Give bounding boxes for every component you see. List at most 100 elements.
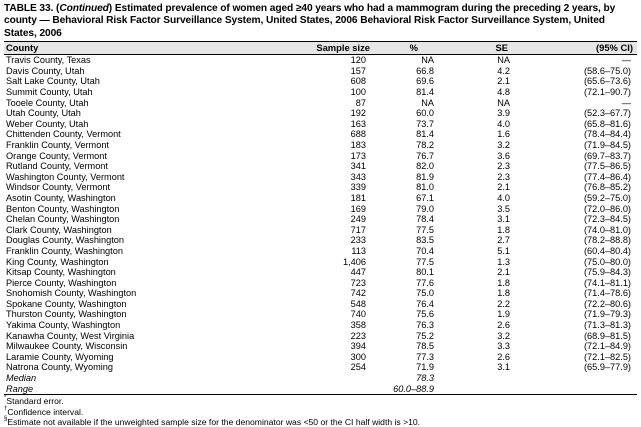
col-header-county: County bbox=[4, 41, 264, 56]
footnote: *Standard error. bbox=[4, 395, 637, 406]
cell-percent: 77.5 bbox=[416, 224, 434, 235]
median-row: Median 78.3 bbox=[4, 373, 637, 384]
cell-percent: 81.4 bbox=[416, 87, 434, 97]
cell-sample-size: 688 bbox=[350, 129, 366, 140]
cell-se: 2.1 bbox=[497, 76, 510, 87]
cell-se: 2.3 bbox=[497, 171, 510, 182]
table-row: King County, Washington 1,406 77.5 1.3 (75.0… bbox=[4, 257, 637, 268]
cell-percent: NA bbox=[421, 97, 434, 108]
cell-percent: 75.6 bbox=[416, 309, 434, 320]
table-row: Weber County, Utah 163 73.7 4.0 (65.8–81.6) bbox=[4, 119, 637, 130]
table-row: Snohomish County, Washington 742 75.0 1.8 (7… bbox=[4, 288, 637, 299]
cell-sample-size: 447 bbox=[350, 267, 366, 278]
table-row: Clark County, Washington 717 77.5 1.8 (74.0–… bbox=[4, 225, 637, 236]
cell-county: Benton County, Washington bbox=[6, 203, 120, 214]
median-row-blank-ci bbox=[524, 373, 637, 384]
col-header-ci: (95% CI) bbox=[524, 41, 637, 56]
cell-percent: 75.0 bbox=[416, 288, 434, 299]
table-row: Orange County, Vermont 173 76.7 3.6 (69.7–83… bbox=[4, 151, 637, 162]
cell-percent: 76.4 bbox=[416, 298, 434, 309]
cell-ci: (65.8–81.6) bbox=[584, 118, 631, 129]
data-table: County Sample size % SE (95% CI) Travis … bbox=[4, 41, 637, 396]
cell-sample-size: 740 bbox=[350, 309, 366, 320]
cell-se: 2.2 bbox=[497, 298, 510, 309]
cell-percent: 75.2 bbox=[416, 330, 434, 341]
cell-county: Douglas County, Washington bbox=[6, 235, 124, 246]
cell-county: King County, Washington bbox=[6, 256, 109, 267]
cell-percent: 77.3 bbox=[416, 351, 434, 362]
cell-ci: (72.3–84.5) bbox=[584, 214, 631, 225]
cell-ci: — bbox=[621, 55, 631, 66]
cell-sample-size: 742 bbox=[350, 288, 366, 299]
cell-ci: (74.1–81.1) bbox=[584, 277, 631, 288]
table-row: Pierce County, Washington 723 77.6 1.8 (74.1… bbox=[4, 278, 637, 289]
table-row: Franklin County, Vermont 183 78.2 3.2 (71.9–… bbox=[4, 140, 637, 151]
cell-county: Chittenden County, Vermont bbox=[6, 129, 121, 140]
cell-se: 1.8 bbox=[497, 224, 510, 235]
cell-percent: 77.5 bbox=[416, 256, 434, 267]
cell-ci: (75.9–84.3) bbox=[584, 267, 631, 278]
cell-county: Travis County, Texas bbox=[6, 55, 91, 66]
cell-sample-size: 192 bbox=[350, 108, 366, 119]
cell-county: Summit County, Utah bbox=[6, 87, 93, 97]
title-text: ) Estimated prevalence of women aged ≥40… bbox=[4, 3, 616, 39]
table-row: Utah County, Utah 192 60.0 3.9 (52.3–67.7) bbox=[4, 108, 637, 119]
cell-county: Snohomish County, Washington bbox=[6, 288, 137, 299]
cell-sample-size: 254 bbox=[350, 362, 366, 373]
cell-sample-size: 723 bbox=[350, 277, 366, 288]
footnote-text: Estimate not available if the unweighted… bbox=[7, 417, 421, 427]
cell-sample-size: 173 bbox=[350, 150, 366, 161]
cell-ci: (72.0–86.0) bbox=[584, 203, 631, 214]
median-row-blank-se bbox=[442, 373, 524, 384]
cell-ci: (77.5–86.5) bbox=[584, 161, 631, 172]
table-body: Travis County, Texas 120 NA NA — Davis County… bbox=[4, 55, 637, 396]
cell-percent: 67.1 bbox=[416, 192, 434, 203]
cell-sample-size: 548 bbox=[350, 298, 366, 309]
cell-se: 2.6 bbox=[497, 351, 510, 362]
cell-county: Kitsap County, Washington bbox=[6, 267, 116, 278]
cell-se: 4.8 bbox=[497, 87, 510, 97]
table-row: Davis County, Utah 157 66.8 4.2 (58.6–75.0) bbox=[4, 66, 637, 77]
cell-percent: 71.9 bbox=[416, 362, 434, 373]
table-title: TABLE 33. (Continued) Estimated prevalen… bbox=[4, 3, 637, 40]
cell-ci: (71.9–84.5) bbox=[584, 139, 631, 150]
cell-se: 1.3 bbox=[497, 256, 510, 267]
cell-se: 1.8 bbox=[497, 288, 510, 299]
cell-se: 4.0 bbox=[497, 118, 510, 129]
cell-sample-size: 87 bbox=[355, 97, 366, 108]
footnote-text: Confidence interval. bbox=[7, 406, 84, 417]
cell-sample-size: 157 bbox=[350, 65, 366, 76]
range-row-label: Range bbox=[4, 383, 264, 396]
cell-percent: 81.9 bbox=[416, 171, 434, 182]
cell-ci: (60.4–80.4) bbox=[584, 245, 631, 256]
cell-ci: (71.9–79.3) bbox=[584, 309, 631, 320]
cell-county: Milwaukee County, Wisconsin bbox=[6, 341, 128, 352]
cell-percent: 82.0 bbox=[416, 161, 434, 172]
cell-se: 2.7 bbox=[497, 235, 510, 246]
cell-percent: 77.6 bbox=[416, 277, 434, 288]
median-row-label: Median bbox=[6, 373, 37, 384]
range-row: Range 60.0–88.9 bbox=[4, 383, 637, 396]
cell-county: Pierce County, Washington bbox=[6, 277, 117, 288]
cell-county: Rutland County, Vermont bbox=[6, 161, 108, 172]
cell-percent: 76.7 bbox=[416, 150, 434, 161]
cell-county: Yakima County, Washington bbox=[6, 320, 121, 331]
cell-percent: 78.5 bbox=[416, 341, 434, 352]
cell-se: 4.2 bbox=[497, 65, 510, 76]
table-row: Thurston County, Washington 740 75.6 1.9 (71… bbox=[4, 309, 637, 320]
table-row: Natrona County, Wyoming 254 71.9 3.1 (65.9–7… bbox=[4, 362, 637, 373]
table-row: Franklin County, Washington 113 70.4 5.1 (60… bbox=[4, 246, 637, 257]
cell-percent: 69.6 bbox=[416, 76, 434, 87]
cell-se: 5.1 bbox=[497, 245, 510, 256]
cell-ci: (78.2–88.8) bbox=[584, 235, 631, 246]
cell-percent: 80.1 bbox=[416, 267, 434, 278]
cell-sample-size: 181 bbox=[350, 192, 366, 203]
cell-se: 3.6 bbox=[497, 150, 510, 161]
table-row: Benton County, Washington 169 79.0 3.5 (72.0… bbox=[4, 204, 637, 215]
table-row: Chittenden County, Vermont 688 81.4 1.6 (78.… bbox=[4, 129, 637, 140]
cell-se: 4.0 bbox=[497, 192, 510, 203]
cell-county: Asotin County, Washington bbox=[6, 192, 116, 203]
col-header-se: SE bbox=[442, 41, 524, 56]
range-row-blank bbox=[264, 383, 372, 396]
